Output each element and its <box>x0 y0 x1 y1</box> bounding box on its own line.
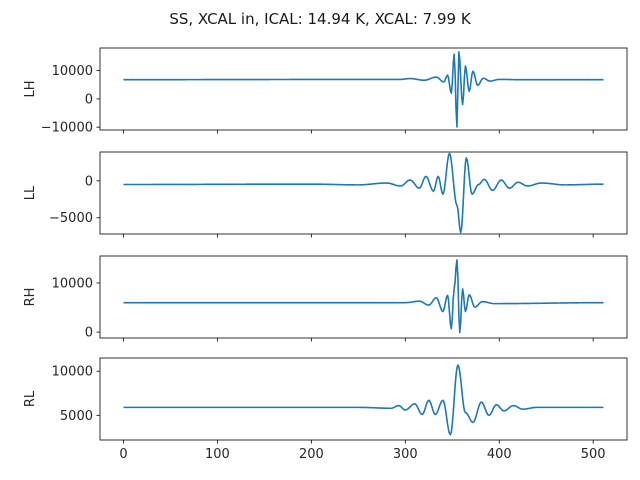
y-tick-label: 10000 <box>52 64 93 79</box>
y-tick-label: 0 <box>85 326 93 341</box>
y-axis-label: RH <box>23 288 38 307</box>
x-tick-label: 400 <box>487 447 512 462</box>
x-tick-label: 100 <box>205 447 230 462</box>
axes-frame <box>99 255 628 339</box>
x-tick-label: 0 <box>119 447 127 462</box>
y-tick-label: −10000 <box>41 121 93 136</box>
y-tick-label: −5000 <box>49 211 93 226</box>
axes-frame <box>99 151 628 235</box>
subplots: −10000010000LH−50000LL010000RH5000100000… <box>23 47 628 462</box>
y-tick-label: 5000 <box>60 409 93 424</box>
y-tick-label: 10000 <box>52 365 93 380</box>
chart-title: SS, XCAL in, ICAL: 14.94 K, XCAL: 7.99 K <box>169 10 472 28</box>
axes-frame <box>99 47 628 131</box>
axes-frame <box>99 357 628 441</box>
subplot-ll: −5000 0 LL <box>23 151 628 238</box>
y-axis-label: RL <box>23 390 38 407</box>
y-axis-label: LL <box>23 185 38 200</box>
subplot-rh: 0 10000 RH <box>23 255 628 342</box>
x-tick-label: 200 <box>299 447 324 462</box>
series-line <box>123 152 604 234</box>
y-tick-label: 0 <box>85 92 93 107</box>
series-line <box>123 364 604 436</box>
subplot-rl: 5000 10000 0 100 200 300 400 500 RL <box>23 357 628 462</box>
x-tick-label: 300 <box>393 447 418 462</box>
series-line <box>123 259 604 334</box>
y-axis-label: LH <box>23 80 38 97</box>
x-tick-label: 500 <box>581 447 606 462</box>
subplot-lh: −10000 0 10000 LH <box>23 47 628 136</box>
y-tick-label: 10000 <box>52 277 93 292</box>
y-tick-label: 0 <box>85 174 93 189</box>
series-line <box>123 51 604 128</box>
